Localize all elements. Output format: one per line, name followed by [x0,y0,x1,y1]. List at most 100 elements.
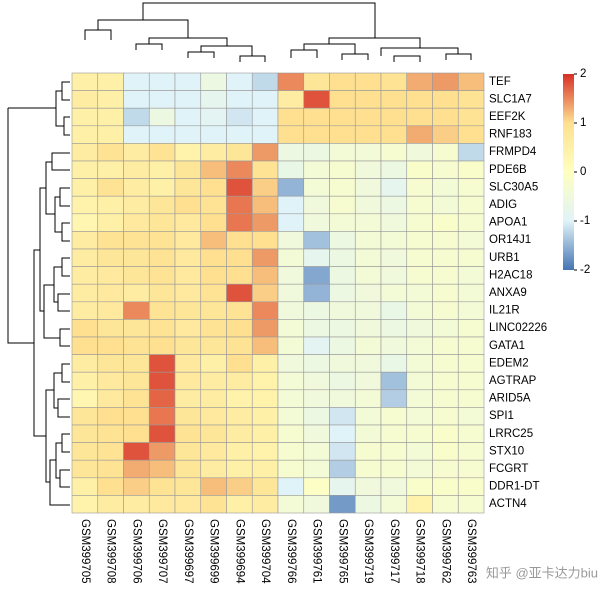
column-label: GSM399706 [130,519,142,584]
heatmap-cell [97,371,124,391]
heatmap-cell [148,336,176,355]
heatmap-cell [303,301,330,320]
heatmap-cell [71,442,99,461]
row-label: ADIG [489,199,517,211]
heatmap-cell [432,160,459,179]
heatmap-cell [148,143,176,162]
heatmap-cell [303,407,330,426]
heatmap-cell [251,424,279,443]
heatmap-cell [303,160,330,179]
heatmap-cell [97,90,124,109]
heatmap-cell [457,125,485,144]
heatmap-cell [329,72,356,91]
heatmap-cell [71,319,99,338]
heatmap-cell [200,248,227,267]
heatmap-cell [457,495,485,514]
heatmap-cell [123,319,150,338]
heatmap-cell [406,72,433,91]
column-label: GSM399766 [285,519,297,584]
heatmap-cell [277,371,305,391]
heatmap-cell [303,90,330,109]
heatmap-cell [123,424,150,443]
heatmap-cell [97,442,124,461]
heatmap-cell [277,143,305,162]
heatmap-cell [123,231,150,250]
heatmap-cell [380,371,408,391]
heatmap-cell [406,459,433,479]
heatmap-cell [200,407,227,426]
column-label: GSM399717 [388,519,400,584]
heatmap-cell [406,389,433,408]
heatmap-cell [457,195,485,215]
heatmap-cell [148,283,176,303]
watermark: 知乎 @亚卡达力biu [486,565,598,580]
heatmap-cell [200,178,227,197]
heatmap-cell [97,459,124,479]
heatmap-cell [200,424,227,443]
heatmap-cell [303,354,330,373]
heatmap-cell [71,213,99,232]
heatmap-cell [406,354,433,373]
row-label: EEF2K [489,111,526,123]
heatmap-cell [303,195,330,215]
heatmap-cell [329,125,356,144]
heatmap-cell [432,477,459,496]
heatmap-cell [354,283,382,303]
heatmap-cell [354,248,382,267]
heatmap-cell [329,248,356,267]
row-label: LRRC25 [489,428,533,440]
heatmap-cell [329,231,356,250]
heatmap-cell [174,125,202,144]
heatmap-cell [148,125,176,144]
heatmap-cell [329,143,356,162]
heatmap-cell [148,371,176,391]
heatmap-cell [432,283,459,303]
heatmap-cell [71,459,99,479]
column-label: GSM399765 [336,519,348,584]
heatmap-cell [226,266,253,285]
heatmap-cell [329,495,356,514]
heatmap-cell [277,213,305,232]
heatmap-cell [380,125,408,144]
heatmap-cell [406,231,433,250]
column-label: GSM399761 [311,519,323,584]
heatmap-cell [97,407,124,426]
heatmap-cell [226,248,253,267]
column-label: GSM399762 [439,519,451,584]
heatmap-cell [200,125,227,144]
heatmap-cell [380,160,408,179]
heatmap-cell [329,213,356,232]
heatmap-cell [380,336,408,355]
heatmap-cell [226,371,253,391]
heatmap-cell [251,72,279,91]
heatmap-cell [97,336,124,355]
heatmap-cell [148,459,176,479]
heatmap-cell [354,336,382,355]
heatmap-cell [380,477,408,496]
heatmap-cell [251,459,279,479]
heatmap-cell [251,301,279,320]
heatmap-cell [354,477,382,496]
heatmap-cell [303,389,330,408]
heatmap-cell [123,107,150,127]
heatmap-cell [406,125,433,144]
row-label: ACTN4 [489,498,527,510]
heatmap-cell [97,319,124,338]
heatmap-cell [148,90,176,109]
heatmap-cell [303,336,330,355]
heatmap-cell [97,195,124,215]
heatmap-cell [148,160,176,179]
row-label: FCGRT [489,463,528,475]
heatmap-cell [380,195,408,215]
column-label: GSM399694 [233,519,245,584]
heatmap-cell [251,213,279,232]
heatmap-cell [226,424,253,443]
heatmap-cell [303,459,330,479]
heatmap-cell [406,407,433,426]
heatmap-cell [251,336,279,355]
heatmap-cell [123,442,150,461]
heatmap-cell [174,143,202,162]
heatmap-cell [71,143,99,162]
heatmap-cell [71,195,99,215]
heatmap-cell [251,248,279,267]
